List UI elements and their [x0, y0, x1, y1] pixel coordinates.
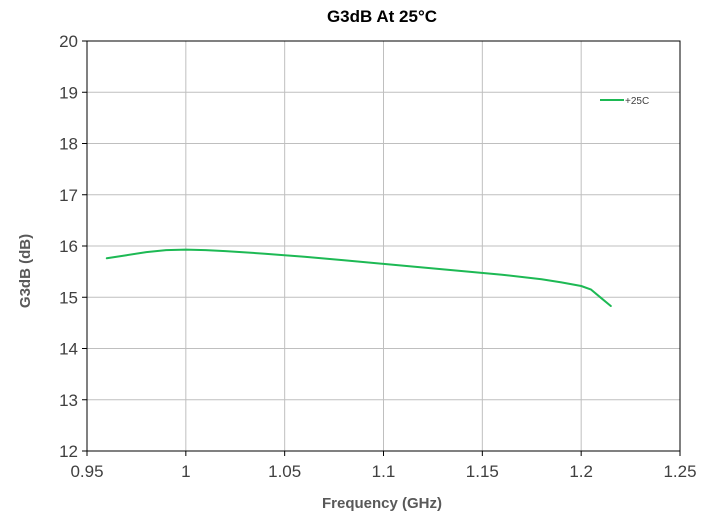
legend-label: +25C [625, 96, 649, 107]
series-layer [105, 248, 612, 307]
y-axis-label: G3dB (dB) [17, 234, 34, 308]
x-tick-label: 1.1 [372, 462, 396, 481]
y-tick-label: 18 [59, 135, 78, 154]
y-tick-label: 17 [59, 186, 78, 205]
y-tick-label: 12 [59, 442, 78, 461]
y-tick-label: 19 [59, 83, 78, 102]
chart-title: G3dB At 25°C [327, 7, 437, 26]
x-axis: 0.95 1 1.05 1.1 1.15 1.2 1.25 [70, 451, 697, 481]
y-axis: 12 13 14 15 16 17 18 19 20 [59, 32, 87, 461]
x-axis-label: Frequency (GHz) [322, 495, 442, 512]
y-tick-label: 13 [59, 391, 78, 410]
x-tick-label: 1.05 [268, 462, 301, 481]
series-line [105, 248, 612, 307]
x-tick-label: 0.95 [70, 462, 103, 481]
grid [86, 40, 681, 452]
x-tick-label: 1 [181, 462, 190, 481]
legend: +25C [600, 96, 649, 107]
x-tick-label: 1.25 [663, 462, 696, 481]
y-tick-label: 16 [59, 237, 78, 256]
y-tick-label: 15 [59, 288, 78, 307]
y-tick-label: 14 [59, 340, 78, 359]
x-tick-label: 1.15 [466, 462, 499, 481]
x-tick-label: 1.2 [569, 462, 593, 481]
y-tick-label: 20 [59, 32, 78, 51]
